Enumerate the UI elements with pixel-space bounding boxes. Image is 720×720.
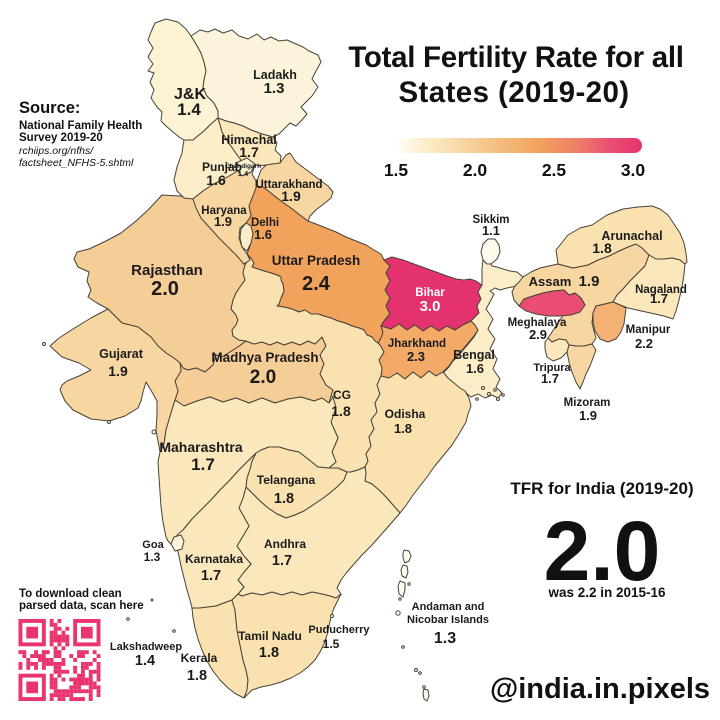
svg-text:2.0: 2.0 [544,504,661,598]
svg-text:Ladakh: Ladakh [253,68,297,82]
svg-text:1.8: 1.8 [259,645,279,661]
svg-text:1.7: 1.7 [650,291,668,306]
svg-text:Goa: Goa [142,539,164,551]
svg-text:Bengal: Bengal [453,348,495,362]
svg-text:Telangana: Telangana [257,473,316,487]
svg-text:@india.in.pixels: @india.in.pixels [490,673,710,705]
svg-text:CG: CG [333,388,351,402]
svg-text:1.5: 1.5 [384,160,409,180]
svg-text:2.0: 2.0 [463,160,488,180]
svg-text:Punjab: Punjab [202,160,242,174]
svg-text:Haryana: Haryana [201,205,247,217]
svg-text:2.4: 2.4 [302,273,331,295]
svg-text:Madhya Pradesh: Madhya Pradesh [211,350,318,365]
svg-text:1.4: 1.4 [135,653,155,669]
svg-text:Uttar Pradesh: Uttar Pradesh [272,253,361,268]
svg-text:2.9: 2.9 [529,327,547,342]
svg-text:1.8: 1.8 [394,421,412,436]
svg-text:Source:: Source: [19,99,80,117]
svg-text:To download clean: To download clean [19,588,122,600]
svg-text:Mizoram: Mizoram [564,397,611,409]
svg-text:2.2: 2.2 [635,336,653,351]
svg-text:1.7: 1.7 [239,144,259,160]
svg-text:Lakshadweep: Lakshadweep [110,641,182,653]
svg-text:Tripura: Tripura [533,362,571,374]
svg-text:1.9: 1.9 [579,408,597,423]
svg-text:National Family Health: National Family Health [19,120,142,132]
svg-text:1.8: 1.8 [331,403,351,419]
svg-text:Jharkhand: Jharkhand [388,338,446,350]
svg-text:1.7: 1.7 [272,553,292,569]
svg-text:1.4: 1.4 [177,100,201,119]
svg-text:Sikkim: Sikkim [472,214,509,226]
svg-text:Gujarat: Gujarat [99,347,144,361]
svg-text:1.7: 1.7 [191,455,215,474]
svg-text:Total Fertility Rate for all: Total Fertility Rate for all [348,41,683,74]
svg-text:1.8: 1.8 [274,491,294,507]
svg-text:1.9: 1.9 [579,273,600,290]
svg-text:Survey 2019-20: Survey 2019-20 [19,132,103,144]
svg-text:Uttarakhand: Uttarakhand [255,179,322,191]
svg-text:rchiips.org/nfhs/: rchiips.org/nfhs/ [19,145,94,157]
svg-text:Arunachal: Arunachal [601,229,662,243]
svg-text:Rajasthan: Rajasthan [131,262,203,279]
svg-text:Andaman and: Andaman and [412,601,485,613]
svg-text:Nicobar Islands: Nicobar Islands [407,614,489,626]
svg-text:1.6: 1.6 [466,361,484,376]
svg-text:1.3: 1.3 [144,550,161,564]
svg-text:Karnataka: Karnataka [185,552,243,566]
svg-text:Tamil Nadu: Tamil Nadu [238,629,302,643]
svg-text:parsed data, scan here: parsed data, scan here [19,600,144,612]
svg-text:3.0: 3.0 [621,160,646,180]
svg-text:Manipur: Manipur [626,324,671,336]
svg-text:1.9: 1.9 [214,214,232,229]
svg-text:1.7: 1.7 [541,371,559,386]
svg-text:Assam: Assam [529,274,572,289]
svg-text:Chandigarh: Chandigarh [225,163,261,170]
svg-text:Kerala: Kerala [181,651,218,665]
svg-text:Odisha: Odisha [385,407,426,421]
svg-text:Nagaland: Nagaland [635,284,687,296]
svg-text:2.3: 2.3 [407,349,425,364]
svg-text:1.3: 1.3 [434,630,456,647]
svg-text:3.0: 3.0 [420,298,441,315]
svg-text:2.5: 2.5 [542,160,567,180]
svg-text:1.9: 1.9 [108,363,128,379]
svg-text:1.6: 1.6 [254,227,272,242]
svg-text:Meghalaya: Meghalaya [508,317,567,329]
svg-text:States (2019-20): States (2019-20) [398,76,629,109]
svg-text:Andhra: Andhra [264,537,306,551]
svg-text:1.8: 1.8 [187,668,207,684]
svg-text:1.7: 1.7 [201,568,221,584]
svg-text:1.6: 1.6 [206,172,226,188]
svg-text:J&K: J&K [174,86,206,103]
svg-text:2.0: 2.0 [250,367,276,388]
svg-text:Maharashtra: Maharashtra [159,439,242,455]
svg-text:Delhi: Delhi [251,217,279,229]
svg-text:1.9: 1.9 [281,188,301,204]
svg-text:2.0: 2.0 [151,278,179,300]
svg-text:1.4: 1.4 [238,169,249,178]
svg-text:Puducherry: Puducherry [308,624,370,636]
svg-text:was 2.2 in 2015-16: was 2.2 in 2015-16 [547,585,666,600]
svg-text:factsheet_NFHS-5.shtml: factsheet_NFHS-5.shtml [19,157,134,169]
svg-text:Himachal: Himachal [221,133,277,147]
svg-text:1.1: 1.1 [482,223,500,238]
svg-text:1.8: 1.8 [592,240,612,256]
svg-text:1.5: 1.5 [323,637,340,651]
svg-text:1.3: 1.3 [264,80,285,97]
svg-text:Bihar: Bihar [415,287,445,299]
svg-text:TFR for India (2019-20): TFR for India (2019-20) [510,479,693,498]
